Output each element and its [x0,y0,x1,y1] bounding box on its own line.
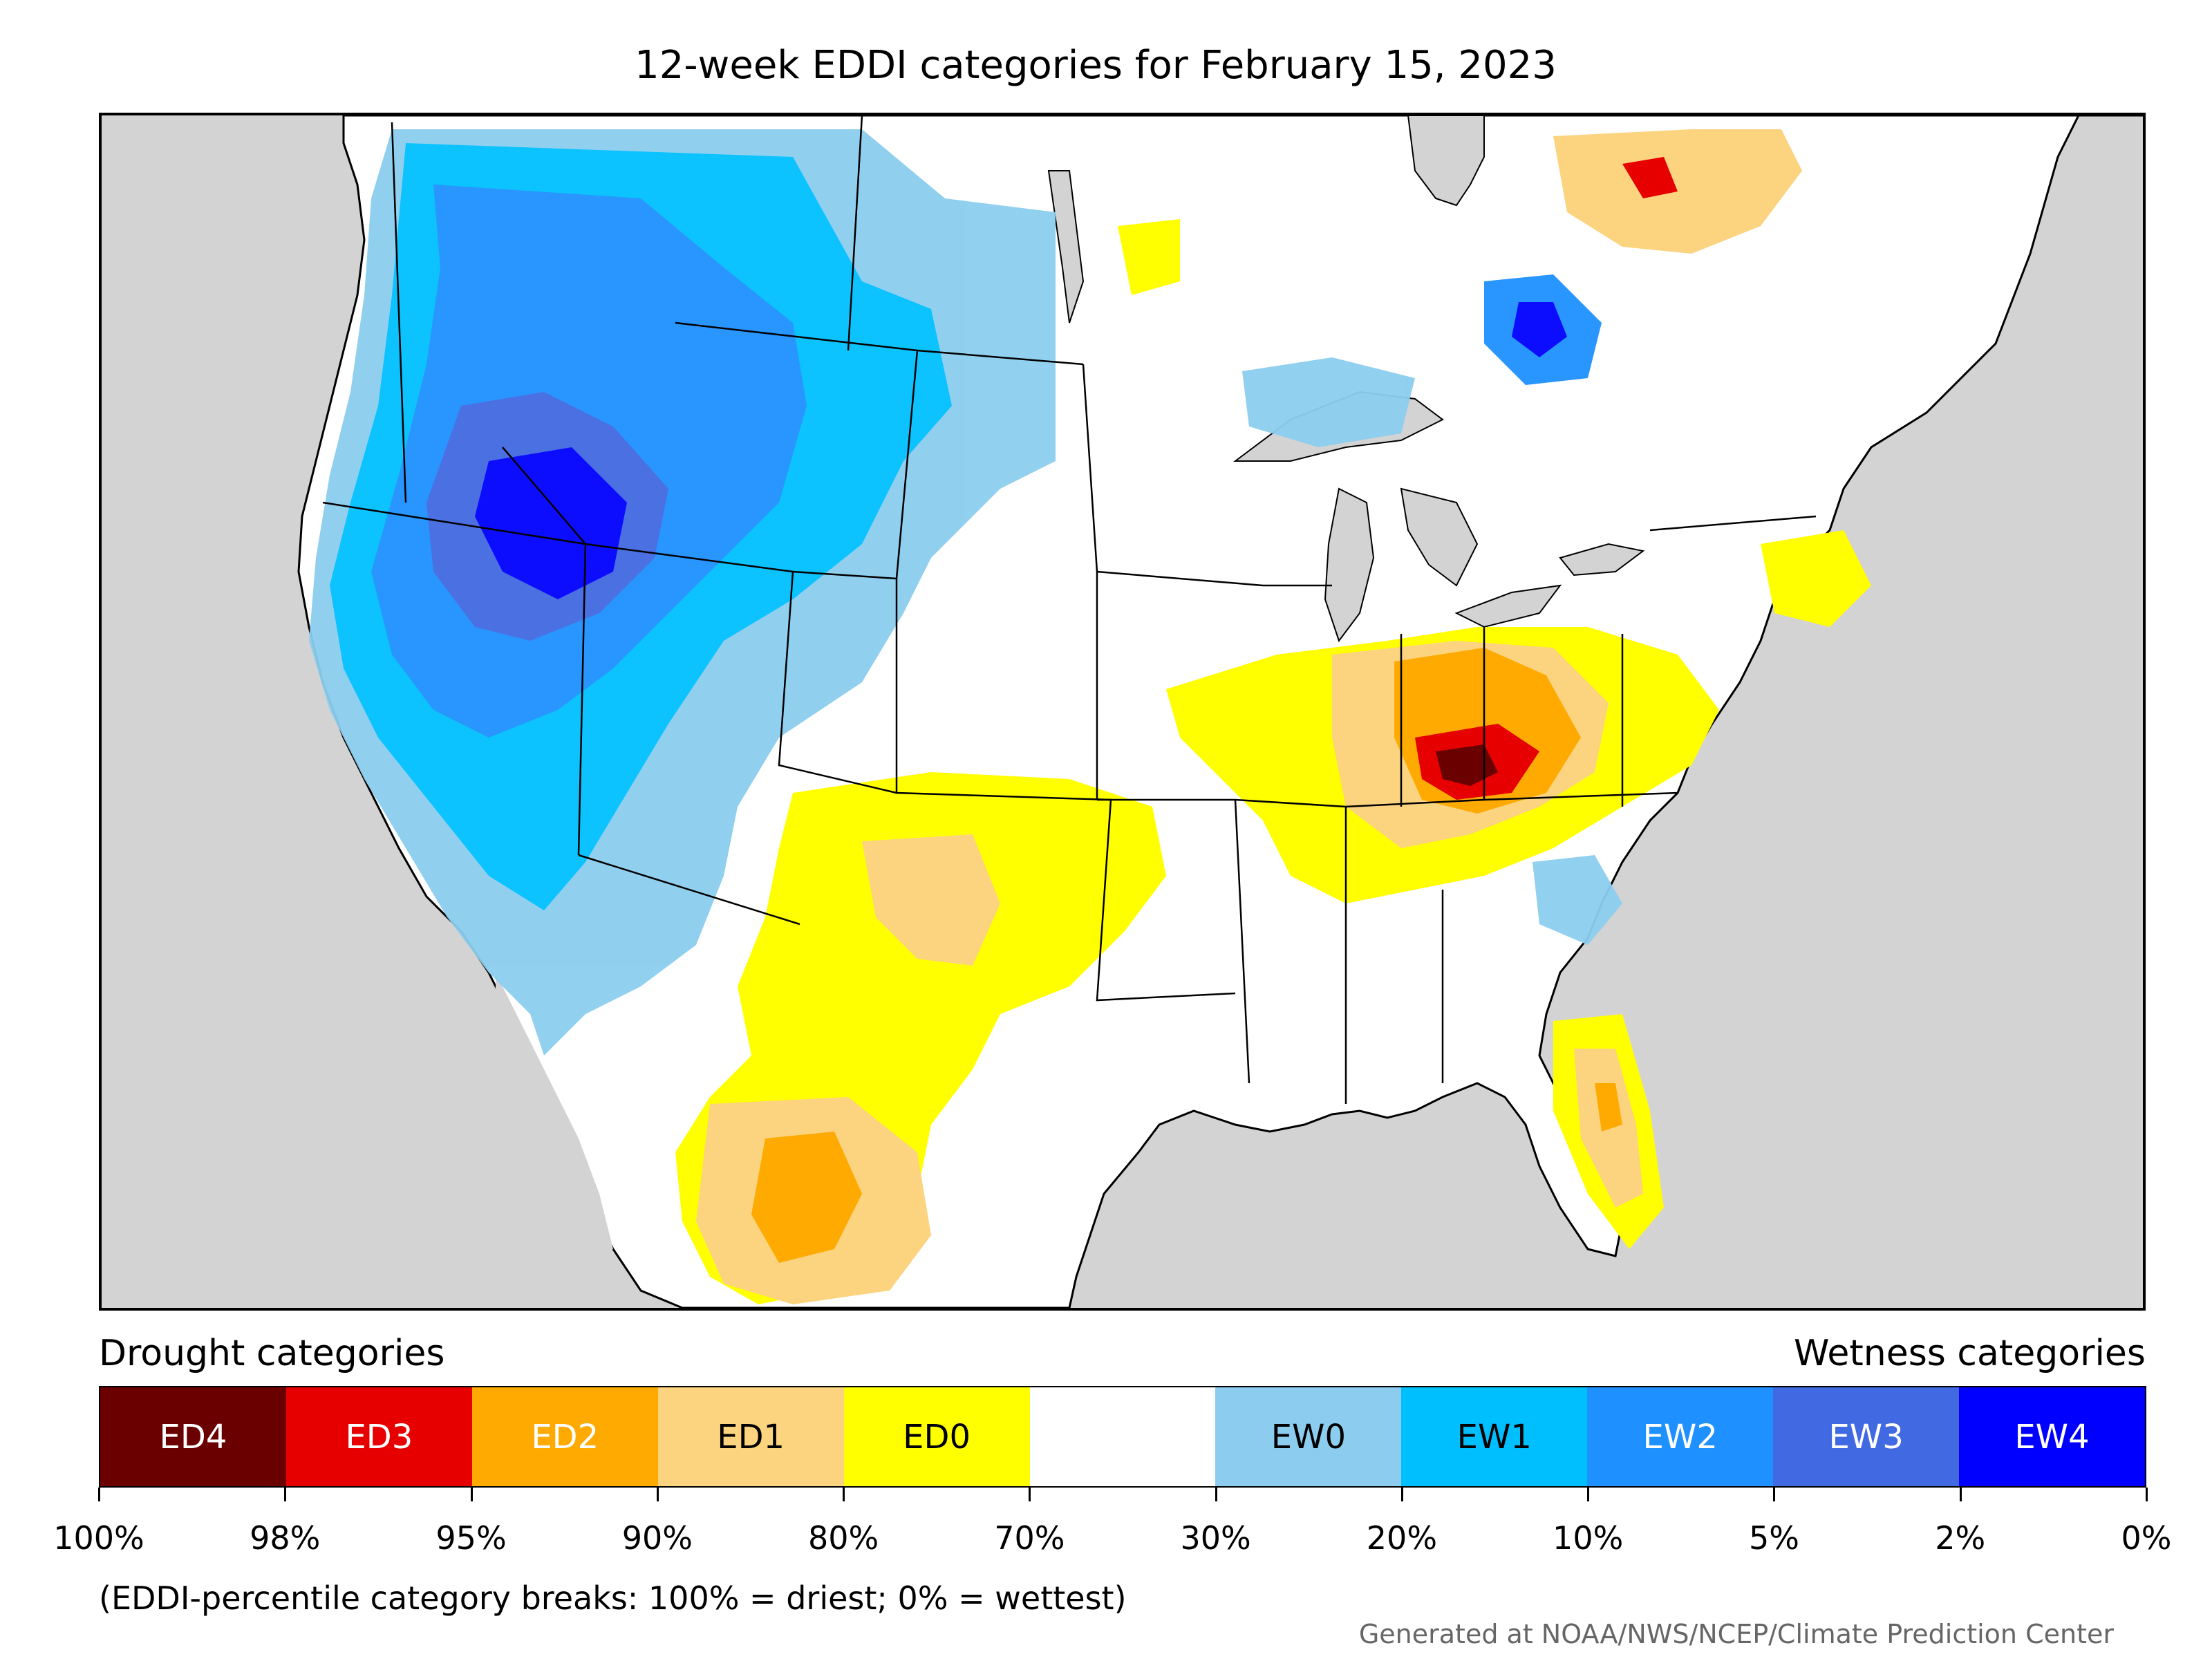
state-borders [322,115,1817,1104]
map-title: 12-week EDDI categories for February 15,… [635,43,1557,88]
colorbar-tick-label: 2% [1935,1519,1986,1557]
colorbar-cell-ed3: ED3 [285,1387,472,1486]
colorbar-cell-ed4: ED4 [100,1387,286,1486]
colorbar-tick [284,1488,287,1501]
category-colorbar: ED4 ED3 ED2 ED1 ED0 EW0 EW1 EW2 EW3 EW4 [99,1386,2146,1488]
colorbar-cell-ew4: EW4 [1959,1387,2145,1486]
colorbar-tick-label: 70% [994,1519,1065,1557]
drought-heading: Drought categories [99,1333,445,1374]
colorbar-tick-label: 80% [807,1519,879,1557]
lake-ontario [1559,543,1645,577]
category-breaks-note: (EDDI-percentile category breaks: 100% =… [99,1580,1127,1617]
credit-line: Generated at NOAA/NWS/NCEP/Climate Predi… [1358,1619,2114,1649]
colorbar-tick-label: 10% [1553,1519,1624,1557]
colorbar-cell-ew3: EW3 [1773,1387,1960,1486]
colorbar-tick [98,1488,100,1501]
colorbar-tick [1029,1488,1031,1501]
gulf-of-california [496,973,613,1256]
lake-huron [1400,487,1479,587]
eddi-map [99,113,2146,1311]
colorbar-cell-ed0: ED0 [843,1387,1030,1486]
lake-erie [1454,584,1562,628]
colorbar-tick-label: 5% [1748,1519,1799,1557]
colorbar-cell-ew1: EW1 [1401,1387,1588,1486]
colorbar-cell-normal [1029,1387,1216,1486]
colorbar-tick-label: 30% [1180,1519,1251,1557]
colorbar-cell-ed2: ED2 [471,1387,658,1486]
colorbar-tick [2146,1488,2148,1501]
colorbar-tick [843,1488,845,1501]
colorbar-tick [1400,1488,1403,1501]
colorbar-tick-label: 20% [1366,1519,1438,1557]
colorbar-ticks [98,1488,2148,1503]
colorbar-cell-ed1: ED1 [657,1387,844,1486]
wetness-regions [309,129,1622,1056]
colorbar-tick [1215,1488,1217,1501]
colorbar-tick-label: 100% [53,1519,144,1557]
colorbar-tick [1959,1488,1962,1501]
hudson-bay [1407,115,1485,207]
wetness-heading: Wetness categories [1794,1333,2146,1374]
colorbar-tick-label: 0% [2121,1519,2172,1557]
colorbar-tick-label: 95% [435,1519,507,1557]
colorbar-cell-ew0: EW0 [1215,1387,1402,1486]
colorbar-tick-label: 90% [621,1519,693,1557]
colorbar-tick [1587,1488,1590,1501]
colorbar-tick [1773,1488,1776,1501]
lake-winnipeg [1047,170,1085,324]
lake-michigan [1324,487,1375,643]
colorbar-cell-ew2: EW2 [1587,1387,1774,1486]
colorbar-tick-label: 98% [250,1519,321,1557]
colorbar-tick [656,1488,659,1501]
colorbar-tick-labels: 100% 98% 95% 90% 80% 70% 30% 20% 10% 5% 2% 0% [53,1519,2171,1561]
colorbar-tick [470,1488,473,1501]
